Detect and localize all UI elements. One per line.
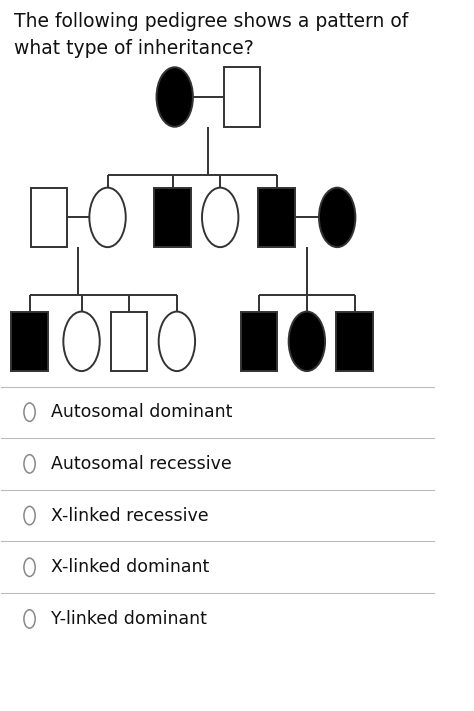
Bar xyxy=(224,68,260,127)
Circle shape xyxy=(24,454,35,473)
Bar xyxy=(241,311,277,371)
Bar xyxy=(155,188,191,247)
Bar xyxy=(31,188,67,247)
Text: Y-linked dominant: Y-linked dominant xyxy=(51,610,207,628)
Circle shape xyxy=(24,610,35,628)
Text: X-linked recessive: X-linked recessive xyxy=(51,506,209,525)
Text: X-linked dominant: X-linked dominant xyxy=(51,558,210,576)
Bar xyxy=(111,311,147,371)
Circle shape xyxy=(90,188,126,247)
Bar xyxy=(11,311,48,371)
Circle shape xyxy=(24,558,35,577)
Circle shape xyxy=(24,403,35,422)
Circle shape xyxy=(24,506,35,525)
Bar xyxy=(258,188,295,247)
Text: Autosomal recessive: Autosomal recessive xyxy=(51,455,232,473)
Circle shape xyxy=(202,188,238,247)
Circle shape xyxy=(289,311,325,371)
Circle shape xyxy=(64,311,100,371)
Circle shape xyxy=(319,188,356,247)
Text: The following pedigree shows a pattern of
what type of inheritance?: The following pedigree shows a pattern o… xyxy=(14,12,409,58)
Circle shape xyxy=(159,311,195,371)
Text: Autosomal dominant: Autosomal dominant xyxy=(51,403,233,421)
Circle shape xyxy=(156,68,193,127)
Bar xyxy=(337,311,373,371)
